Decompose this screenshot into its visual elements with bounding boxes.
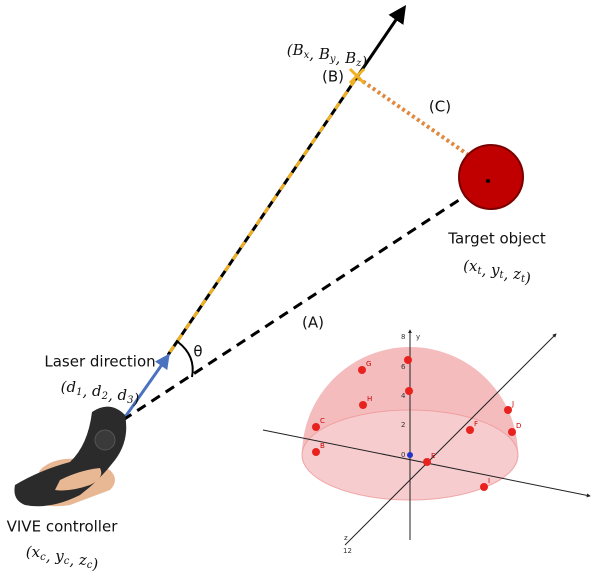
target-label: Target object — [447, 230, 546, 248]
segment: B — [344, 49, 356, 67]
point-label: C — [320, 417, 325, 425]
line-c — [358, 78, 480, 163]
plot-point — [404, 356, 412, 364]
segment: , — [309, 45, 319, 63]
tick-label: 6 — [401, 363, 406, 371]
segment: ) — [133, 390, 140, 408]
segment: d — [66, 378, 76, 396]
plot-point — [358, 366, 366, 374]
diagram: yz8642012GHCBEFJDI (Bx, By, Bz) (B) (C) … — [0, 0, 594, 571]
point-label: D — [516, 422, 521, 430]
plot-point — [312, 448, 320, 456]
plot-point — [504, 406, 512, 414]
controller-label: VIVE controller — [7, 518, 119, 536]
tick-label: 2 — [401, 421, 405, 429]
point-label: G — [366, 360, 371, 368]
controller-coords: (xc, yc, zc) — [26, 543, 99, 571]
axis-label: y — [416, 333, 420, 341]
segment: ) — [360, 53, 367, 71]
tick-label: 0 — [401, 451, 405, 459]
segment: , — [69, 551, 79, 569]
segment: d — [92, 382, 102, 400]
axis-label: z — [344, 534, 348, 542]
label-c: (C) — [429, 98, 451, 116]
point-label: E — [431, 452, 435, 460]
segment: , — [82, 382, 92, 400]
segment: , — [481, 261, 491, 279]
vive-controller — [14, 407, 126, 507]
tick-label: 12 — [343, 547, 352, 555]
plot-point — [405, 387, 413, 395]
laser-label: Laser direction — [44, 353, 155, 371]
plot-point — [423, 458, 431, 466]
tick-label: 8 — [401, 333, 405, 341]
point-label: F — [474, 420, 478, 428]
segment: , — [46, 547, 56, 565]
plot-point — [480, 483, 488, 491]
plot-point — [359, 401, 367, 409]
b-coords: (Bx, By, Bz) — [287, 41, 368, 71]
angle-arc — [178, 342, 193, 377]
point-b — [350, 69, 364, 83]
segment: z — [78, 551, 87, 569]
point-label: I — [488, 477, 490, 485]
segment: B — [318, 45, 330, 63]
segment: , — [336, 49, 346, 67]
hemisphere-plot — [263, 330, 590, 545]
target-object — [459, 145, 523, 209]
segment: d — [118, 386, 128, 404]
subscript: 2 — [101, 391, 108, 402]
plot-point — [466, 426, 474, 434]
tick-label: 4 — [401, 392, 406, 400]
point-label: J — [511, 400, 514, 408]
label-a: (A) — [302, 314, 324, 332]
segment: B — [292, 41, 304, 59]
segment: , — [504, 265, 514, 283]
label-b: (B) — [322, 68, 344, 86]
target-center — [486, 179, 490, 183]
plot-point — [312, 423, 320, 431]
theta: θ — [193, 343, 202, 361]
point-label: B — [320, 442, 325, 450]
segment: ) — [91, 555, 98, 571]
plot-point — [508, 428, 516, 436]
target-coords: (xt, yt, zt) — [463, 257, 531, 287]
segment: , — [108, 386, 118, 404]
segment: ) — [524, 269, 531, 287]
laser-coords: (d1, d2, d3) — [61, 378, 140, 408]
segment: z — [512, 265, 521, 283]
point-label: H — [367, 395, 372, 403]
